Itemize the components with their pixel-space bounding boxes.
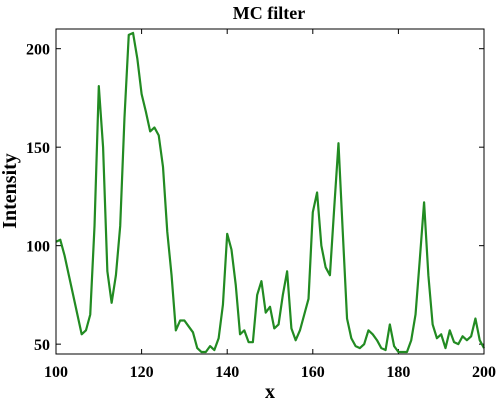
x-tick-label: 160: [301, 364, 325, 381]
y-tick-label: 100: [26, 239, 50, 256]
x-tick-label: 140: [215, 364, 239, 381]
y-tick-label: 50: [34, 337, 50, 354]
axis-ticks: 100 120 140 160 180 200 50 100 150 200: [26, 29, 496, 381]
x-axis-label: x: [265, 381, 275, 403]
series-line: [55, 31, 485, 354]
x-tick-label: 200: [472, 364, 496, 381]
x-tick-label: 100: [44, 364, 68, 381]
chart-title: MC filter: [233, 3, 305, 23]
x-tick-label: 180: [386, 364, 410, 381]
x-tick-label: 120: [130, 364, 154, 381]
y-tick-label: 150: [26, 140, 50, 157]
plot-frame: [55, 28, 485, 355]
y-axis-label: Intensity: [0, 153, 21, 229]
plot-area: [56, 29, 484, 354]
y-tick-label: 200: [26, 42, 50, 59]
